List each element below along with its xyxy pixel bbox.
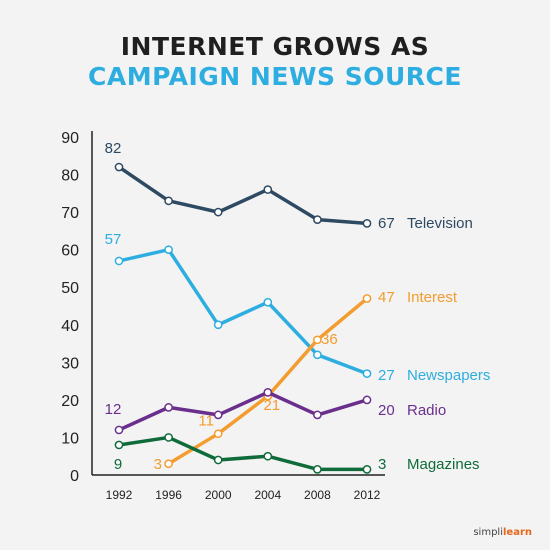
start-label-newspapers: 57	[105, 231, 122, 248]
y-tick-label: 70	[61, 205, 79, 222]
y-tick-label: 50	[61, 280, 79, 297]
y-tick-label: 30	[61, 355, 79, 372]
data-point-television	[362, 219, 372, 228]
data-point-radio	[263, 388, 273, 397]
series-name-radio: Radio	[407, 402, 446, 419]
data-label-interest: 21	[263, 397, 280, 414]
x-tick-label: 1996	[155, 488, 182, 502]
data-point-newspapers	[114, 256, 124, 266]
data-point-interest	[164, 459, 173, 469]
series-name-television: Television	[407, 215, 473, 232]
data-point-interest	[313, 335, 322, 345]
series-line-radio	[118, 390, 368, 432]
series-line-television	[118, 165, 368, 226]
data-point-newspapers	[313, 350, 322, 360]
chart-subtitle: CAMPAIGN NEWS SOURCE	[88, 62, 462, 91]
end-label-newspapers: 27	[378, 367, 395, 384]
end-label-interest: 47	[378, 289, 395, 306]
series-name-newspapers: Newspapers	[407, 367, 490, 384]
y-tick-label: 60	[61, 243, 79, 260]
end-label-radio: 20	[378, 402, 395, 419]
data-point-television	[213, 207, 223, 217]
start-label-television: 82	[105, 140, 122, 157]
series-line-newspapers	[118, 247, 368, 376]
y-tick-label: 40	[61, 318, 79, 335]
y-tick-label: 0	[70, 468, 79, 485]
y-tick-label: 20	[61, 393, 79, 410]
data-point-newspapers	[213, 320, 223, 330]
data-point-magazines	[313, 465, 322, 474]
data-point-newspapers	[263, 297, 273, 307]
y-tick-label: 10	[61, 430, 79, 447]
end-label-television: 67	[378, 215, 395, 232]
data-point-newspapers	[164, 245, 173, 255]
x-tick-label: 1992	[106, 488, 133, 502]
data-point-television	[313, 215, 322, 224]
data-point-television	[164, 196, 173, 206]
data-point-newspapers	[362, 369, 372, 378]
data-label-interest: 36	[321, 331, 338, 348]
brand-logo: simplilearn	[473, 527, 532, 538]
start-label-magazines: 9	[114, 456, 122, 473]
y-tick-label: 90	[61, 130, 79, 147]
series-line-interest	[167, 297, 369, 466]
data-point-magazines	[164, 433, 173, 442]
x-tick-label: 2004	[254, 488, 281, 502]
series-name-magazines: Magazines	[407, 456, 480, 473]
data-point-radio	[213, 410, 223, 420]
data-point-magazines	[362, 465, 372, 474]
data-point-magazines	[213, 455, 223, 465]
x-tick-label: 2000	[205, 488, 232, 502]
data-point-television	[263, 185, 273, 194]
data-point-radio	[362, 395, 372, 405]
data-point-television	[114, 162, 124, 172]
data-point-interest	[362, 294, 372, 303]
start-label-radio: 12	[105, 401, 122, 418]
start-label-interest: 3	[154, 456, 162, 473]
data-point-magazines	[263, 451, 273, 461]
data-point-interest	[213, 429, 223, 439]
data-point-radio	[313, 410, 322, 420]
data-point-magazines	[114, 440, 124, 450]
series-line-magazines	[118, 435, 367, 472]
end-label-magazines: 3	[378, 456, 386, 473]
y-tick-label: 80	[61, 168, 79, 185]
series-name-interest: Interest	[407, 289, 458, 306]
data-point-radio	[164, 403, 173, 412]
data-point-radio	[114, 425, 124, 435]
data-label-interest: 11	[198, 413, 214, 430]
chart-title: INTERNET GROWS AS	[120, 32, 430, 61]
x-tick-label: 2008	[304, 488, 331, 502]
x-tick-label: 2012	[354, 488, 381, 502]
